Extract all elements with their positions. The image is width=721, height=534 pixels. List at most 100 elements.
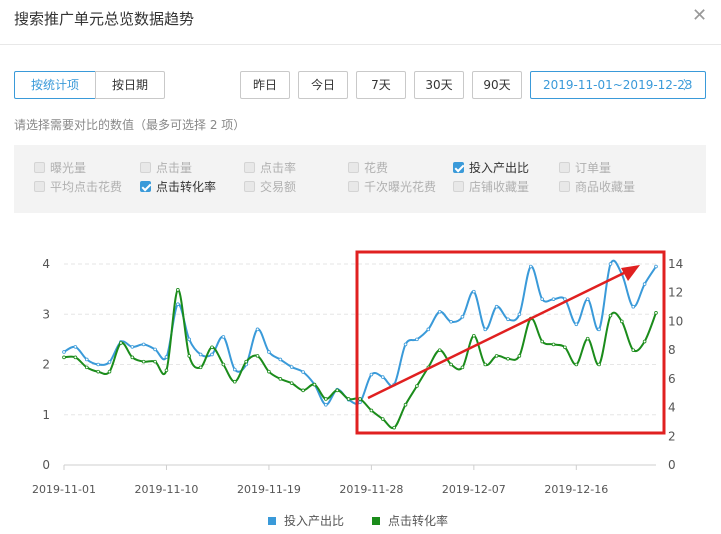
y-right-tick-label: 10 <box>668 314 683 328</box>
yesterday-button[interactable]: 昨日 <box>240 71 290 99</box>
checkbox-avg-cpc[interactable]: 平均点击花费 <box>34 180 122 196</box>
30-days-button[interactable]: 30天 <box>414 71 464 99</box>
y-left-tick-label: 2 <box>42 358 50 372</box>
data-point <box>210 345 214 350</box>
x-tick-label: 2019-12-16 <box>544 483 608 496</box>
y-left-tick-label: 0 <box>42 458 50 472</box>
trend-arrow-line <box>367 270 627 400</box>
legend-item-roi[interactable]: 投入产出比 <box>268 512 344 529</box>
data-point <box>540 297 544 301</box>
7-days-button[interactable]: 7天 <box>356 71 406 99</box>
data-point <box>654 264 658 269</box>
checkbox-clicks[interactable]: 点击量 <box>140 161 192 177</box>
x-tick-label: 2019-11-01 <box>32 483 96 496</box>
x-tick-label: 2019-11-10 <box>134 483 198 496</box>
title-divider <box>0 44 721 45</box>
data-point <box>563 345 567 350</box>
checkbox-icon <box>348 181 359 192</box>
data-point <box>608 313 613 318</box>
90-days-button[interactable]: 90天 <box>472 71 522 99</box>
y-left-tick-label: 1 <box>42 408 50 422</box>
data-point <box>232 379 237 384</box>
metric-label: 店铺收藏量 <box>469 180 530 194</box>
data-point <box>278 357 283 362</box>
data-point <box>642 339 647 344</box>
tab-by-date[interactable]: 按日期 <box>95 71 165 99</box>
data-point <box>346 397 351 401</box>
checkbox-icon <box>453 181 464 192</box>
data-point <box>358 397 362 401</box>
chevron-down-icon: 〉 <box>682 78 695 92</box>
series-line-conversion-rate <box>63 288 657 430</box>
data-point <box>289 381 294 385</box>
checkbox-item-favorites[interactable]: 商品收藏量 <box>559 180 635 196</box>
metric-label: 千次曝光花费 <box>364 180 437 194</box>
y-right-tick-label: 12 <box>668 286 683 300</box>
y-right-tick-label: 8 <box>668 343 676 357</box>
data-point <box>631 304 636 309</box>
data-point <box>426 327 431 332</box>
checkbox-gmv[interactable]: 交易额 <box>244 180 296 196</box>
today-button[interactable]: 今日 <box>298 71 348 99</box>
data-point <box>585 297 590 301</box>
data-point <box>84 357 89 362</box>
data-point <box>540 339 544 344</box>
highlight-box <box>355 250 666 435</box>
y-right-tick-label: 0 <box>668 458 676 472</box>
data-point <box>437 309 442 314</box>
data-point <box>654 311 658 315</box>
data-point <box>551 342 556 347</box>
metric-label: 曝光量 <box>50 161 87 175</box>
metric-selector-panel: 曝光量 点击量 点击率 花费 投入产出比 订单量 平均点击花费 点击转化率 交易… <box>14 145 706 213</box>
checkbox-cpm[interactable]: 千次曝光花费 <box>348 180 436 196</box>
data-point <box>176 302 180 307</box>
legend-swatch <box>372 517 380 525</box>
data-point <box>642 282 647 286</box>
y-right-tick-label: 6 <box>668 372 676 386</box>
selection-hint: 请选择需要对比的数值（最多可选择 2 项） <box>14 118 246 132</box>
data-point <box>574 362 579 367</box>
checkbox-icon <box>140 162 151 173</box>
data-point <box>130 345 135 349</box>
checkbox-roi[interactable]: 投入产出比 <box>453 161 529 177</box>
data-point <box>244 359 248 364</box>
tab-by-metric[interactable]: 按统计项 <box>14 71 96 99</box>
metric-label: 点击率 <box>260 161 297 175</box>
data-point <box>210 352 214 357</box>
checkbox-orders[interactable]: 订单量 <box>559 161 611 177</box>
checkbox-shop-favorites[interactable]: 店铺收藏量 <box>453 180 529 196</box>
metric-label: 平均点击花费 <box>50 180 123 194</box>
data-point <box>506 356 510 361</box>
data-point <box>597 362 601 367</box>
dialog-title: 搜索推广单元总览数据趋势 <box>14 10 195 28</box>
y-right-tick-label: 14 <box>668 257 683 271</box>
data-point <box>176 288 180 292</box>
data-point <box>141 342 146 347</box>
date-range-label: 2019-11-01~2019-12-23 <box>543 78 693 92</box>
checkbox-cost[interactable]: 花费 <box>348 161 388 177</box>
data-point <box>119 341 123 345</box>
data-point <box>289 365 294 369</box>
checkbox-impressions[interactable]: 曝光量 <box>34 161 86 177</box>
checkbox-icon <box>34 181 45 192</box>
data-point <box>528 264 533 269</box>
data-point <box>415 337 419 342</box>
close-icon[interactable]: ✕ <box>692 5 708 26</box>
data-point <box>403 342 408 347</box>
x-tick-label: 2019-12-07 <box>442 483 506 496</box>
data-point <box>84 365 89 370</box>
data-point <box>494 354 499 358</box>
checkbox-icon <box>244 181 255 192</box>
checkbox-ctr[interactable]: 点击率 <box>244 161 296 177</box>
checkbox-icon <box>559 162 570 173</box>
data-point <box>369 372 374 377</box>
legend-item-conversion-rate[interactable]: 点击转化率 <box>372 512 448 529</box>
date-range-picker[interactable]: 2019-11-01~2019-12-23 〉 <box>530 71 706 99</box>
checkbox-checked-icon <box>453 162 464 173</box>
data-point <box>153 359 157 364</box>
checkbox-conversion-rate[interactable]: 点击转化率 <box>140 180 216 196</box>
data-point <box>187 354 192 358</box>
data-point <box>324 397 328 401</box>
data-point <box>631 348 636 352</box>
data-point <box>232 367 237 372</box>
